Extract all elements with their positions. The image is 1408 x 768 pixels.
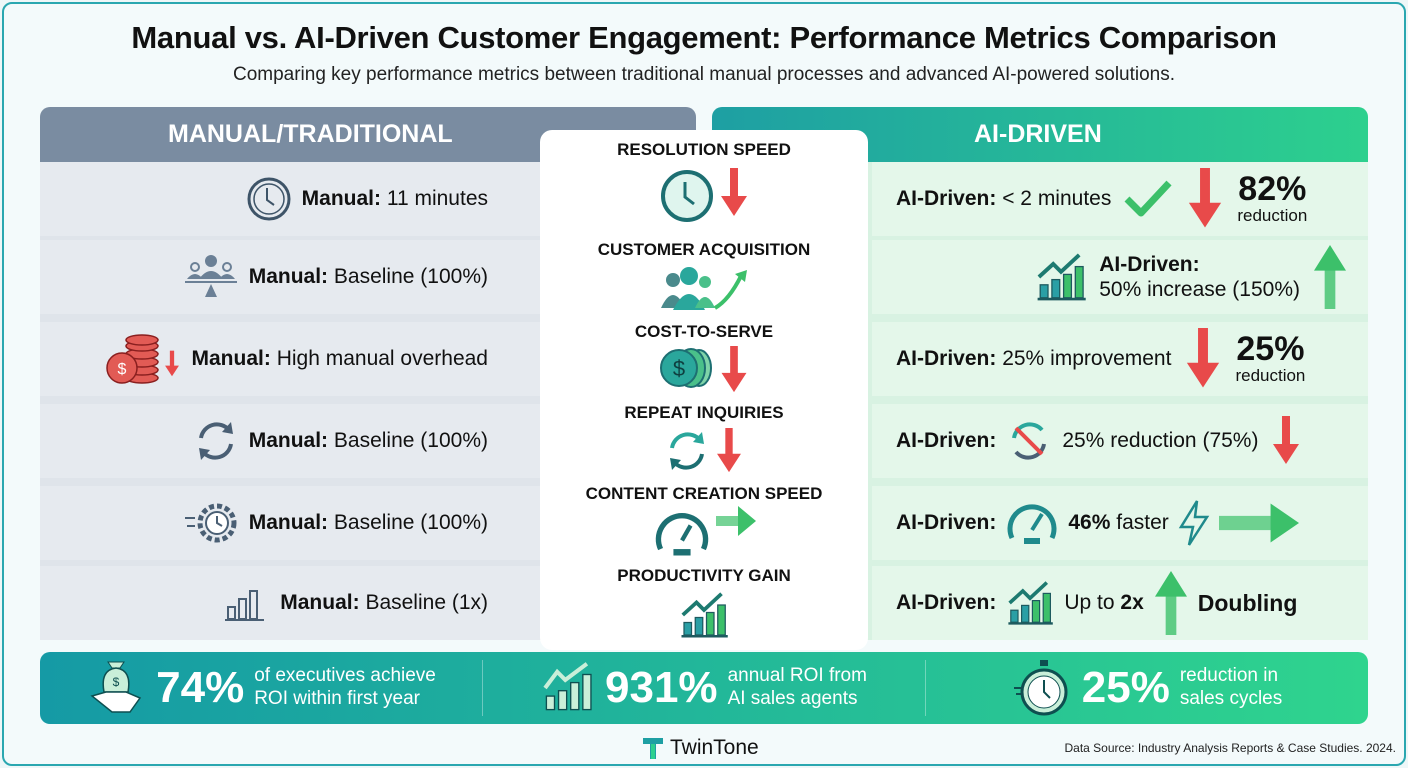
manual-row-repeat: Manual: Baseline (100%) xyxy=(40,404,540,478)
arrow-down-icon xyxy=(1189,168,1222,228)
arrow-right-icon xyxy=(1218,503,1299,543)
stopwatch-icon xyxy=(1013,660,1068,716)
metric-label: CUSTOMER ACQUISITION xyxy=(597,240,811,259)
arrow-up-icon xyxy=(1314,245,1346,309)
ai-row-content: AI-Driven: 46% faster xyxy=(872,486,1368,560)
growth-chart-icon xyxy=(1006,580,1055,626)
refresh-icon xyxy=(670,432,704,470)
arrow-down-icon xyxy=(1187,328,1220,388)
stats-banner: $ 74% of executives achieve ROI within fi… xyxy=(40,652,1368,724)
metric-icon xyxy=(540,168,868,224)
manual-value: Manual: High manual overhead xyxy=(191,347,489,370)
stat-roi-first-year: $ 74% of executives achieve ROI within fi… xyxy=(40,660,482,716)
manual-value: Manual: Baseline (100%) xyxy=(248,265,488,288)
ai-label: AI-Driven: xyxy=(896,511,997,534)
twintone-logo-icon xyxy=(643,738,663,759)
manual-value: Manual: Baseline (1x) xyxy=(280,591,488,614)
manual-row-resolution: Manual: 11 minutes xyxy=(40,162,540,236)
clock-icon xyxy=(661,170,713,222)
page-subtitle: Comparing key performance metrics betwee… xyxy=(232,64,1176,85)
metric-label: PRODUCTIVITY GAIN xyxy=(617,566,791,585)
bar-chart-icon xyxy=(225,590,265,621)
manual-rows: Manual: 11 minutes Manual: Baseline (100… xyxy=(40,107,696,640)
manual-row-acquisition: Manual: Baseline (100%) xyxy=(40,240,540,314)
arrow-up-icon xyxy=(1154,571,1187,635)
page-title: Manual vs. AI-Driven Customer Engagement… xyxy=(131,20,1277,55)
metric-icon: $ xyxy=(540,346,868,394)
arrow-down-icon xyxy=(1273,416,1300,464)
doubling-label: Doubling xyxy=(1197,589,1298,616)
metric-label: CONTENT CREATION SPEED xyxy=(585,484,823,503)
svg-text:$: $ xyxy=(117,361,126,378)
manual-value: Manual: Baseline (100%) xyxy=(248,511,488,534)
ai-label: AI-Driven: xyxy=(1099,252,1200,276)
ai-row-cost: AI-Driven: 25% improvement 25% reduction xyxy=(872,322,1368,396)
coins-down-icon: $ xyxy=(105,334,179,384)
arrow-right-icon xyxy=(716,506,756,536)
stat-annual-roi: 931% annual ROI from AI sales agents xyxy=(482,660,925,716)
reduction-badge: 82% reduction xyxy=(1237,170,1308,225)
manual-row-cost: $ Manual: High manual overhead xyxy=(40,322,540,396)
svg-text:$: $ xyxy=(673,356,685,381)
users-balance-icon xyxy=(184,255,237,297)
speedometer-icon xyxy=(655,513,709,556)
money-handshake-icon: $ xyxy=(90,661,142,713)
manual-value: Manual: 11 minutes xyxy=(301,187,488,210)
data-source: Data Source: Industry Analysis Reports &… xyxy=(1064,741,1396,755)
ai-label: AI-Driven: xyxy=(896,591,997,614)
stat-sales-cycles: 25% reduction in sales cycles xyxy=(925,660,1368,716)
ai-row-acquisition: AI-Driven: 50% increase (150%) xyxy=(872,240,1368,314)
metric-icon xyxy=(540,506,868,560)
ai-row-resolution: AI-Driven: < 2 minutes 82% reduction xyxy=(872,162,1368,236)
metric-label: RESOLUTION SPEED xyxy=(617,140,791,159)
metric-label: REPEAT INQUIRIES xyxy=(624,403,784,422)
coins-icon: $ xyxy=(660,348,712,388)
brand-logo: TwinTone xyxy=(642,736,759,760)
growth-chart-icon xyxy=(1035,252,1088,302)
manual-row-content: Manual: Baseline (100%) xyxy=(40,486,540,560)
reduction-badge: 25% reduction xyxy=(1235,330,1306,385)
metric-icon xyxy=(540,428,868,474)
metric-icon xyxy=(540,264,868,312)
manual-row-productivity: Manual: Baseline (1x) xyxy=(40,566,540,640)
manual-value: Manual: Baseline (100%) xyxy=(248,429,488,452)
speedometer-icon xyxy=(1007,504,1057,544)
users-growth-icon xyxy=(661,267,747,310)
metrics-column: RESOLUTION SPEED CUSTOMER ACQUISITION CO… xyxy=(540,130,868,650)
refresh-blocked-icon xyxy=(1012,422,1047,460)
ai-label: AI-Driven: xyxy=(896,429,997,452)
metric-label: COST-TO-SERVE xyxy=(634,322,774,341)
gear-clock-icon xyxy=(184,503,237,543)
svg-text:$: $ xyxy=(113,675,120,689)
clock-icon xyxy=(247,177,291,221)
ai-label: AI-Driven: xyxy=(896,347,997,370)
ai-label: AI-Driven: xyxy=(896,187,997,210)
ai-row-repeat: AI-Driven: 25% reduction (75%) xyxy=(872,404,1368,478)
checkmark-icon xyxy=(1124,180,1172,217)
refresh-icon xyxy=(198,422,233,460)
growth-chart-icon xyxy=(543,662,592,711)
ai-row-productivity: AI-Driven: Up to 2x Doubling xyxy=(872,566,1368,640)
ai-rows: AI-Driven: < 2 minutes 82% reduction AI-D… xyxy=(712,107,1368,640)
lightning-icon xyxy=(1178,500,1210,546)
